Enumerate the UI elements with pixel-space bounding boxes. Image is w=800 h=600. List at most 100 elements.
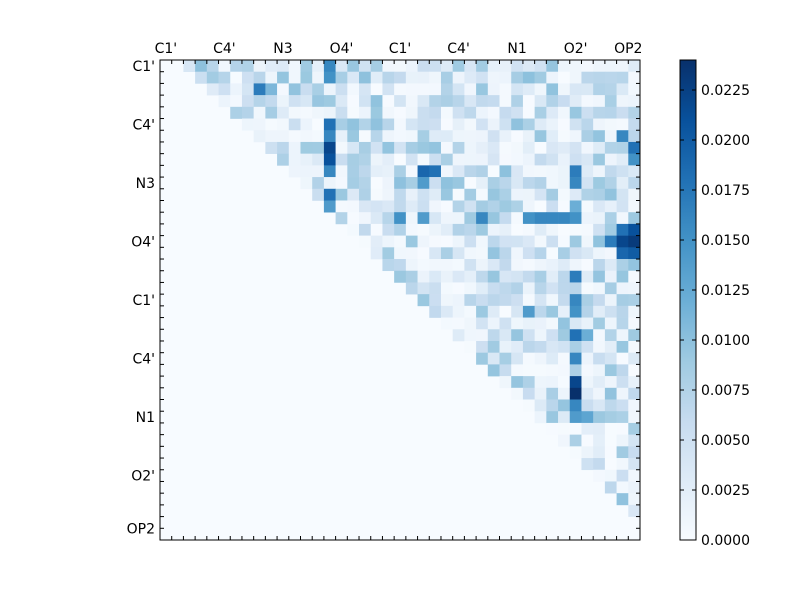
heatmap-cell xyxy=(394,153,407,166)
heatmap-cell xyxy=(417,83,430,96)
heatmap-cell xyxy=(616,200,629,213)
heatmap-cell xyxy=(323,106,336,119)
heatmap-cell xyxy=(452,141,465,154)
heatmap-cell xyxy=(522,376,535,389)
heatmap-cell xyxy=(417,235,430,248)
heatmap-cell xyxy=(487,106,500,119)
heatmap-cell xyxy=(534,130,547,143)
heatmap-cell xyxy=(546,259,559,272)
heatmap-cell xyxy=(604,376,617,389)
heatmap-cell xyxy=(604,188,617,201)
heatmap-cell xyxy=(558,364,571,377)
heatmap-cell xyxy=(546,282,559,295)
heatmap-cell xyxy=(546,188,559,201)
heatmap-cell xyxy=(476,317,489,330)
heatmap-cell xyxy=(195,60,208,73)
heatmap-cell xyxy=(312,165,325,178)
heatmap-cell xyxy=(253,130,266,143)
heatmap-cell xyxy=(534,340,547,353)
heatmap-cell xyxy=(312,141,325,154)
heatmap-cell xyxy=(476,340,489,353)
heatmap-cell xyxy=(593,458,606,471)
heatmap-cell xyxy=(347,141,360,154)
heatmap-cell xyxy=(417,259,430,272)
heatmap-cell xyxy=(581,71,594,84)
heatmap-cell xyxy=(487,282,500,295)
heatmap-cell xyxy=(300,118,313,131)
heatmap-cell xyxy=(593,422,606,435)
heatmap-cell xyxy=(499,200,512,213)
heatmap-cell xyxy=(593,282,606,295)
heatmap-cell xyxy=(534,305,547,318)
heatmap-cell xyxy=(604,270,617,283)
heatmap-cell xyxy=(382,259,395,272)
heatmap-cell xyxy=(405,165,418,178)
heatmap-cell xyxy=(464,305,477,318)
heatmap-cell xyxy=(417,223,430,236)
heatmap-cell xyxy=(487,118,500,131)
heatmap-cell xyxy=(628,247,641,260)
heatmap-cell xyxy=(616,481,629,494)
heatmap-cell xyxy=(464,83,477,96)
heatmap-cell xyxy=(405,282,418,295)
heatmap-cell xyxy=(558,411,571,424)
heatmap-cell xyxy=(476,270,489,283)
heatmap-cell xyxy=(335,130,348,143)
heatmap-cell xyxy=(405,153,418,166)
heatmap-cell xyxy=(593,212,606,225)
heatmap-cell xyxy=(511,223,524,236)
heatmap-cell xyxy=(628,282,641,295)
heatmap-cell xyxy=(522,212,535,225)
heatmap-cell xyxy=(511,106,524,119)
heatmap-cell xyxy=(417,188,430,201)
heatmap-cell xyxy=(335,83,348,96)
heatmap-cell xyxy=(616,305,629,318)
heatmap-cell xyxy=(218,83,231,96)
heatmap-cell xyxy=(464,165,477,178)
heatmap-cell xyxy=(546,340,559,353)
heatmap-cell xyxy=(534,294,547,307)
heatmap-cell xyxy=(253,106,266,119)
heatmap-cell xyxy=(288,95,301,108)
heatmap-cell xyxy=(499,305,512,318)
heatmap-cell xyxy=(394,106,407,119)
heatmap-cell xyxy=(616,446,629,459)
heatmap-cell xyxy=(616,259,629,272)
heatmap-cell xyxy=(522,387,535,400)
heatmap-cell xyxy=(581,153,594,166)
heatmap-cell xyxy=(558,376,571,389)
heatmap-cell xyxy=(394,223,407,236)
heatmap-cell xyxy=(347,83,360,96)
heatmap-cell xyxy=(476,352,489,365)
heatmap-cell xyxy=(616,399,629,412)
heatmap-cell xyxy=(464,317,477,330)
heatmap-cell xyxy=(429,188,442,201)
heatmap-cell xyxy=(616,376,629,389)
heatmap-cell xyxy=(440,282,453,295)
heatmap-cell xyxy=(499,141,512,154)
heatmap-cell xyxy=(604,60,617,73)
heatmap-cell xyxy=(499,282,512,295)
heatmap-cell xyxy=(616,434,629,447)
heatmap-cell xyxy=(546,317,559,330)
heatmap-cell xyxy=(522,282,535,295)
heatmap-cell xyxy=(604,481,617,494)
heatmap-cell xyxy=(581,259,594,272)
heatmap-cell xyxy=(616,60,629,73)
heatmap-cell xyxy=(440,212,453,225)
heatmap-cell xyxy=(335,141,348,154)
heatmap-cell xyxy=(370,60,383,73)
heatmap-cell xyxy=(522,235,535,248)
heatmap-cell xyxy=(499,270,512,283)
heatmap-cell xyxy=(581,118,594,131)
heatmap-cell xyxy=(323,177,336,190)
heatmap-cell xyxy=(487,153,500,166)
heatmap-cell xyxy=(405,200,418,213)
heatmap-cell xyxy=(604,340,617,353)
heatmap-cell xyxy=(323,130,336,143)
heatmap-cell xyxy=(464,106,477,119)
heatmap-cell xyxy=(206,60,219,73)
heatmap-cell xyxy=(558,282,571,295)
heatmap-cell xyxy=(511,60,524,73)
heatmap-cell xyxy=(558,83,571,96)
